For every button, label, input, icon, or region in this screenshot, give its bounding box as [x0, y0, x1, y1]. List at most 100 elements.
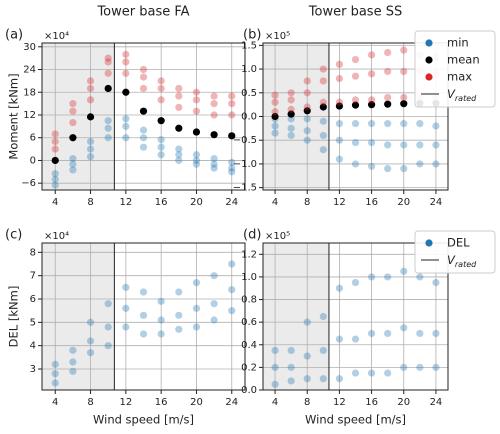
- data-point: [192, 323, 201, 331]
- y-tick-label: 0.0: [241, 112, 257, 123]
- data-point: [303, 115, 311, 123]
- data-point: [228, 286, 236, 294]
- data-point: [351, 138, 360, 147]
- data-point: [335, 120, 344, 128]
- data-point: [351, 72, 360, 80]
- data-point: [303, 318, 311, 326]
- y-tick-label: 5: [30, 317, 36, 328]
- data-point: [122, 283, 130, 291]
- data-point: [139, 330, 148, 338]
- data-point: [122, 58, 130, 66]
- data-point: [139, 107, 148, 115]
- data-point: [228, 92, 236, 100]
- x-tick-label: 20: [190, 197, 203, 208]
- data-point: [192, 160, 201, 168]
- y-tick-label: 8: [30, 247, 36, 258]
- data-point: [122, 304, 130, 312]
- legend-label: DEL: [447, 236, 470, 250]
- data-point: [192, 304, 201, 312]
- data-point: [303, 89, 311, 97]
- data-point: [104, 134, 112, 142]
- data-point: [175, 288, 183, 296]
- data-point: [400, 141, 408, 149]
- data-point: [210, 316, 218, 324]
- data-point: [335, 155, 344, 163]
- data-point: [51, 175, 59, 183]
- data-point: [192, 107, 201, 115]
- y-tick-label: −0.5: [233, 135, 257, 146]
- data-point: [69, 154, 77, 163]
- data-point: [287, 105, 295, 113]
- x-tick-label: 24: [430, 197, 443, 208]
- data-point: [192, 156, 201, 165]
- data-point: [192, 279, 201, 287]
- data-point: [384, 369, 392, 377]
- y-tick-label: 3: [30, 364, 36, 375]
- data-point: [367, 51, 376, 59]
- data-point: [51, 181, 59, 189]
- data-point: [303, 127, 311, 135]
- x-tick-label: 20: [397, 397, 410, 408]
- data-point: [139, 143, 148, 151]
- legend-label: mean: [447, 53, 480, 67]
- data-point: [228, 164, 236, 172]
- panel-label: (a): [5, 28, 23, 43]
- data-point: [384, 329, 392, 338]
- y-tick-label: 7: [30, 271, 36, 282]
- data-point: [86, 318, 95, 326]
- data-point: [122, 134, 130, 142]
- data-point: [139, 288, 148, 296]
- data-point: [69, 367, 77, 375]
- legend-marker: [425, 39, 433, 47]
- x-axis-label: Wind speed [m/s]: [305, 413, 406, 427]
- data-point: [303, 136, 311, 144]
- data-point: [192, 88, 201, 96]
- data-point: [335, 98, 344, 106]
- data-point: [104, 54, 112, 62]
- data-point: [287, 346, 295, 355]
- data-point: [351, 120, 360, 128]
- data-point: [384, 93, 392, 102]
- below-rated-region: [42, 243, 115, 390]
- y-tick-label: −1.0: [233, 159, 257, 170]
- scale-label: ×10⁵: [265, 31, 290, 42]
- data-point: [175, 84, 183, 93]
- data-point: [335, 102, 344, 110]
- data-point: [416, 363, 424, 371]
- data-point: [384, 120, 392, 128]
- data-point: [210, 300, 218, 308]
- axes-frame: [41, 242, 246, 391]
- data-point: [271, 129, 279, 137]
- data-point: [384, 67, 392, 76]
- data-point: [86, 96, 95, 104]
- panel-title: Tower base SS: [308, 5, 402, 20]
- y-tick-label: 1.0: [241, 64, 257, 75]
- data-point: [104, 117, 112, 125]
- data-point: [416, 120, 424, 128]
- data-point: [351, 55, 360, 64]
- data-point: [104, 300, 112, 308]
- data-point: [271, 380, 279, 388]
- data-point: [335, 375, 344, 383]
- x-tick-label: 12: [333, 397, 346, 408]
- data-point: [228, 132, 236, 140]
- data-point: [139, 73, 148, 81]
- data-point: [228, 100, 236, 108]
- x-tick-label: 4: [52, 197, 58, 208]
- data-point: [69, 166, 77, 174]
- data-point: [400, 67, 408, 76]
- data-point: [157, 297, 165, 305]
- data-point: [51, 370, 59, 378]
- legend-marker: [425, 56, 433, 64]
- data-point: [210, 164, 218, 172]
- x-axis-label: Wind speed [m/s]: [93, 413, 194, 427]
- data-point: [287, 131, 295, 140]
- x-tick-label: 24: [225, 197, 238, 208]
- x-tick-label: 16: [365, 197, 378, 208]
- data-point: [271, 108, 279, 116]
- data-point: [319, 65, 327, 73]
- data-point: [122, 323, 130, 331]
- y-tick-label: 0.4: [241, 340, 257, 351]
- data-point: [175, 325, 183, 333]
- data-point: [335, 136, 344, 144]
